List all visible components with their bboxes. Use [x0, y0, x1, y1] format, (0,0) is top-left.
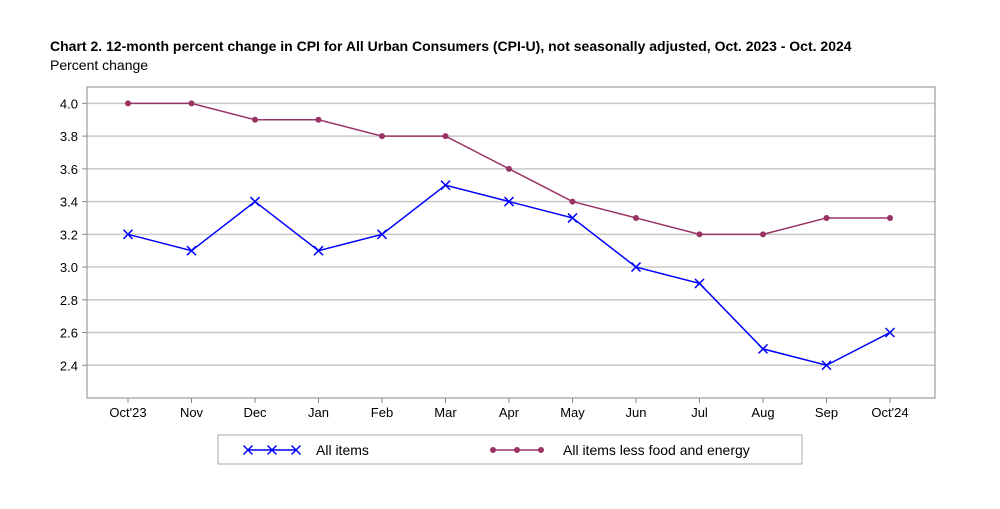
y-tick-label: 3.2: [60, 227, 78, 242]
data-point-dot-marker: [823, 214, 830, 221]
data-point-x-marker: [249, 196, 261, 207]
marker-stroke: [440, 180, 451, 191]
data-point-dot-marker: [379, 133, 385, 140]
legend-label: All items less food and energy: [563, 442, 750, 458]
data-point-dot-marker: [125, 100, 131, 107]
legend-marker: [490, 447, 496, 453]
x-tick-label: Nov: [180, 405, 204, 420]
y-tick-label: 2.4: [60, 358, 78, 373]
legend-marker: [266, 444, 278, 456]
marker-stroke: [821, 360, 832, 371]
data-point-x-marker: [122, 229, 134, 240]
legend: All items All items less food and energy: [217, 434, 803, 465]
data-point-dot-marker: [633, 214, 639, 221]
legend-marker: [290, 444, 302, 456]
x-tick-label: Jan: [308, 405, 329, 420]
legend-item-all-items: All items: [242, 442, 369, 458]
y-tick-label: 3.6: [60, 162, 78, 177]
marker-stroke: [249, 196, 261, 207]
data-point-x-marker: [313, 245, 324, 256]
y-tick-label: 2.8: [60, 293, 78, 308]
marker-stroke: [503, 196, 515, 207]
x-tick-label: Aug: [751, 405, 774, 420]
legend-item-all-items-less-food-and-energy: All items less food and energy: [490, 442, 750, 458]
series-all-items: [122, 180, 896, 371]
data-point-dot-marker: [569, 198, 576, 205]
data-point-dot-marker: [506, 165, 512, 172]
data-point-dot-marker: [188, 100, 195, 107]
data-point-dot-marker: [760, 231, 766, 238]
y-tick-label: 2.6: [60, 326, 78, 341]
data-point-x-marker: [821, 360, 832, 371]
x-tick-label: Mar: [434, 405, 457, 420]
data-point-dot-marker: [315, 116, 322, 123]
data-point-x-marker: [440, 180, 451, 191]
x-tick-label: Jul: [691, 405, 708, 420]
legend-marker: [242, 444, 254, 456]
data-point-dot-marker: [887, 214, 893, 221]
data-point-dot-marker: [696, 231, 703, 238]
x-tick-label: Sep: [815, 405, 838, 420]
gridlines: [87, 102, 935, 367]
y-tick-label: 3.8: [60, 129, 78, 144]
series-line-all-items: [127, 184, 891, 367]
plot-area: [86, 86, 936, 399]
x-tick-label: Jun: [626, 405, 647, 420]
marker-stroke: [122, 229, 134, 240]
legend-label: All items: [316, 442, 369, 458]
y-tick-label: 3.0: [60, 260, 78, 275]
data-point-x-marker: [630, 262, 642, 273]
marker-stroke: [630, 262, 642, 273]
x-tick-label: Apr: [499, 405, 520, 420]
y-axis-ticks: 2.4 2.6 2.8 3.0 3.2 3.4 3.6 3.8 4.0: [60, 96, 87, 373]
data-point-x-marker: [884, 327, 896, 338]
data-point-x-marker: [186, 245, 197, 256]
marker-stroke: [884, 327, 896, 338]
marker-stroke: [567, 212, 578, 223]
x-tick-label: May: [560, 405, 585, 420]
marker-stroke: [376, 229, 388, 240]
y-axis-label: Percent change: [50, 57, 149, 73]
data-point-x-marker: [567, 212, 578, 223]
x-tick-label: Dec: [243, 405, 267, 420]
data-point-dot-marker: [252, 116, 258, 123]
y-tick-label: 3.4: [60, 195, 78, 210]
x-tick-label: Feb: [371, 405, 393, 420]
data-point-x-marker: [376, 229, 388, 240]
chart-title: Chart 2. 12-month percent change in CPI …: [50, 38, 852, 54]
y-tick-label: 4.0: [60, 96, 78, 111]
series-all-items-less-food-and-energy: [125, 100, 893, 238]
data-point-x-marker: [503, 196, 515, 207]
x-tick-label: Oct'24: [871, 405, 908, 420]
x-axis-ticks: Oct'23 Nov Dec Jan Feb Mar Apr May Jun Jul Aug Sep O…: [109, 398, 909, 420]
legend-marker: [514, 447, 520, 453]
legend-marker: [538, 447, 544, 453]
data-point-x-marker: [694, 278, 705, 289]
marker-stroke: [186, 245, 197, 256]
marker-stroke: [757, 343, 769, 354]
x-tick-label: Oct'23: [109, 405, 146, 420]
series-layer: [122, 100, 896, 371]
marker-stroke: [313, 245, 324, 256]
marker-stroke: [694, 278, 705, 289]
data-point-x-marker: [757, 343, 769, 354]
data-point-dot-marker: [442, 133, 449, 140]
